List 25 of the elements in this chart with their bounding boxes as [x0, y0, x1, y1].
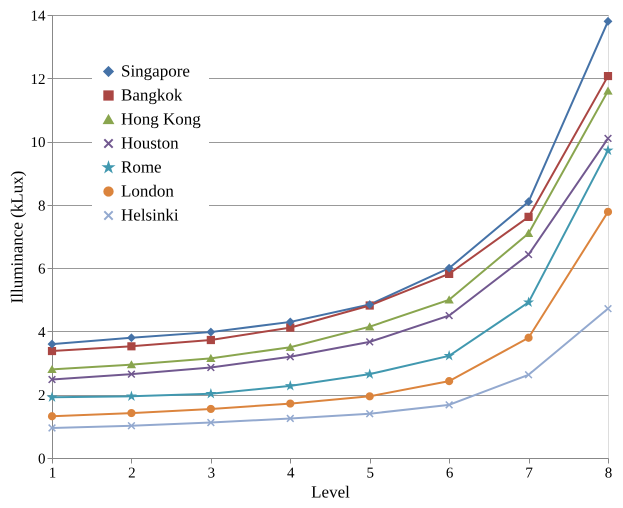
y-tick-label: 2 [38, 388, 46, 404]
legend-label: Singapore [121, 62, 190, 80]
y-axis-title: Illuminance (kLux) [8, 170, 26, 304]
y-tick-label: 8 [38, 198, 46, 214]
x-tick-label: 4 [287, 466, 296, 482]
y-tick-label: 4 [38, 324, 46, 341]
x-tick-label: 8 [604, 466, 612, 482]
legend-label: London [121, 182, 174, 200]
x-tick-label: 2 [128, 466, 136, 482]
legend-label: Bangkok [121, 86, 183, 104]
x-axis-title: Level [311, 482, 350, 502]
x-tick-label: 1 [48, 466, 56, 482]
x-tick-label: 7 [525, 466, 534, 482]
y-tick-label: 6 [38, 262, 46, 278]
x-tick-label: 3 [208, 466, 216, 482]
x-tick-label: 6 [446, 466, 454, 482]
y-tick-label: 0 [38, 452, 46, 468]
legend-label: Hong Kong [121, 110, 202, 128]
y-tick-label: 12 [30, 72, 46, 88]
legend-label: Houston [121, 134, 180, 152]
x-tick-label: 5 [366, 466, 374, 482]
y-tick-label: 14 [30, 8, 46, 24]
legend-label: Rome [121, 158, 162, 176]
legend-label: Helsinki [121, 206, 179, 224]
y-tick-label: 10 [30, 135, 46, 152]
